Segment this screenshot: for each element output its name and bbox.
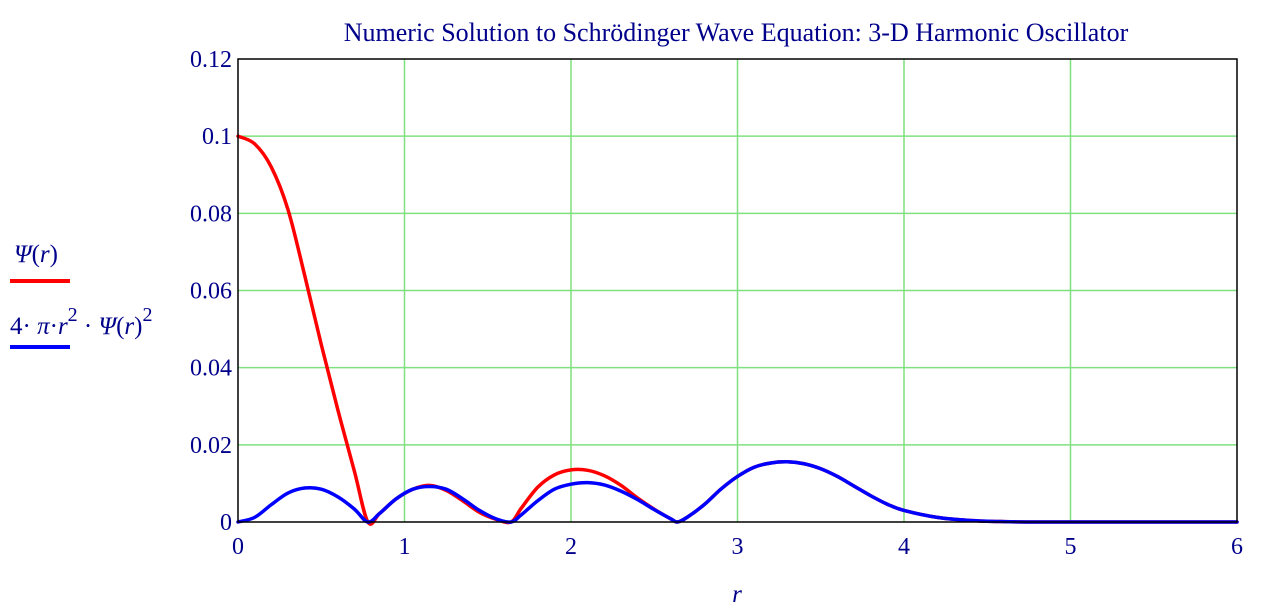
y-tick-label: 0.02 — [190, 433, 232, 459]
y-tick-label: 0.06 — [190, 279, 232, 305]
legend-density-r: r — [58, 313, 68, 340]
legend-label-density: 4· π·r2 · Ψ(r)2 — [10, 304, 152, 340]
legend-density-exp2: 2 — [142, 304, 152, 326]
x-tick-label: 5 — [1065, 534, 1077, 560]
legend-density-prefix: 4· — [10, 313, 37, 340]
x-tick-labels: 0 1 2 3 4 5 6 — [232, 534, 1243, 560]
legend-density-dot1: · — [50, 313, 58, 340]
legend-density-pi: π — [37, 313, 51, 340]
y-tick-labels: 0 0.02 0.04 0.06 0.08 0.1 0.12 — [190, 47, 232, 536]
legend: Ψ(r) 4· π·r2 · Ψ(r)2 — [10, 241, 152, 349]
legend-psi-var: r — [40, 241, 50, 268]
legend-density-psi: Ψ — [99, 313, 119, 340]
y-tick-label: 0.08 — [190, 201, 232, 227]
legend-psi-close: ) — [50, 241, 58, 268]
legend-density-open: ( — [116, 313, 124, 340]
y-tick-label: 0.1 — [202, 124, 232, 150]
x-axis-label: r — [732, 581, 742, 607]
legend-psi-open: ( — [32, 241, 40, 268]
legend-psi-symbol: Ψ — [14, 241, 34, 268]
x-tick-label: 2 — [565, 534, 577, 560]
legend-density-var: r — [124, 313, 134, 340]
y-tick-label: 0.04 — [190, 356, 232, 382]
legend-density-dot2: · — [78, 313, 99, 340]
x-tick-label: 4 — [898, 534, 910, 560]
y-tick-label: 0 — [220, 510, 232, 536]
x-tick-label: 0 — [232, 534, 244, 560]
y-tick-label: 0.12 — [190, 47, 232, 73]
plot-frame — [237, 58, 1238, 523]
legend-density-exp1: 2 — [68, 304, 78, 326]
chart-title: Numeric Solution to Schrödinger Wave Equ… — [344, 18, 1129, 47]
legend-label-psi: Ψ(r) — [14, 241, 58, 268]
x-tick-label: 6 — [1231, 534, 1243, 560]
grid — [238, 59, 1237, 522]
legend-density-close: ) — [134, 313, 142, 340]
x-tick-label: 3 — [732, 534, 744, 560]
x-tick-label: 1 — [399, 534, 411, 560]
